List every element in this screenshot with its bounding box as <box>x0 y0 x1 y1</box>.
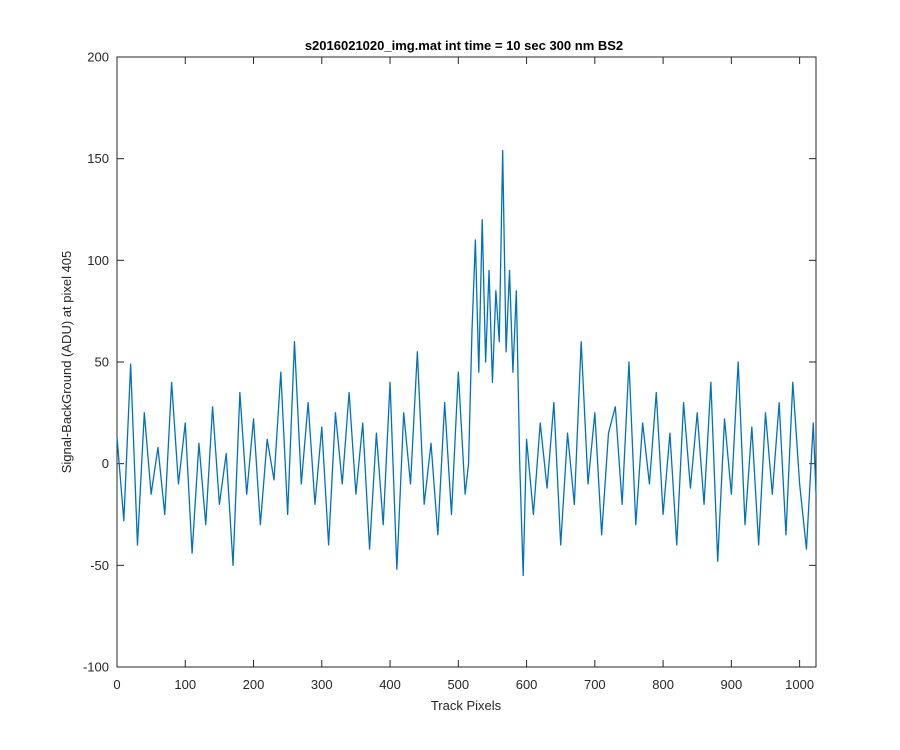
y-axis: -100 -50 0 50 100 150 200 <box>83 50 816 675</box>
y-axis-label: Signal-BackGround (ADU) at pixel 405 <box>59 251 74 474</box>
y-tick-label: 100 <box>87 253 109 268</box>
x-axis: 0 100 200 300 400 500 600 700 800 900 1000 <box>113 57 814 692</box>
x-tick-label: 600 <box>516 677 538 692</box>
x-tick-label: 0 <box>113 677 120 692</box>
x-tick-label: 700 <box>584 677 606 692</box>
x-axis-label: Track Pixels <box>431 698 502 713</box>
x-tick-label: 500 <box>447 677 469 692</box>
series-line <box>116 149 817 577</box>
y-tick-label: 50 <box>95 355 109 370</box>
y-tick-label: -50 <box>90 558 109 573</box>
x-tick-label: 1000 <box>785 677 814 692</box>
x-tick-label: 900 <box>721 677 743 692</box>
x-tick-label: 800 <box>652 677 674 692</box>
y-tick-label: -100 <box>83 660 109 675</box>
chart-title: s2016021020_img.mat int time = 10 sec 30… <box>305 38 623 53</box>
y-tick-label: 0 <box>102 456 109 471</box>
y-tick-label: 200 <box>87 50 109 65</box>
x-tick-label: 400 <box>379 677 401 692</box>
x-tick-label: 200 <box>243 677 265 692</box>
y-tick-label: 150 <box>87 151 109 166</box>
x-tick-label: 100 <box>174 677 196 692</box>
plot-area <box>116 56 817 668</box>
x-tick-label: 300 <box>311 677 333 692</box>
